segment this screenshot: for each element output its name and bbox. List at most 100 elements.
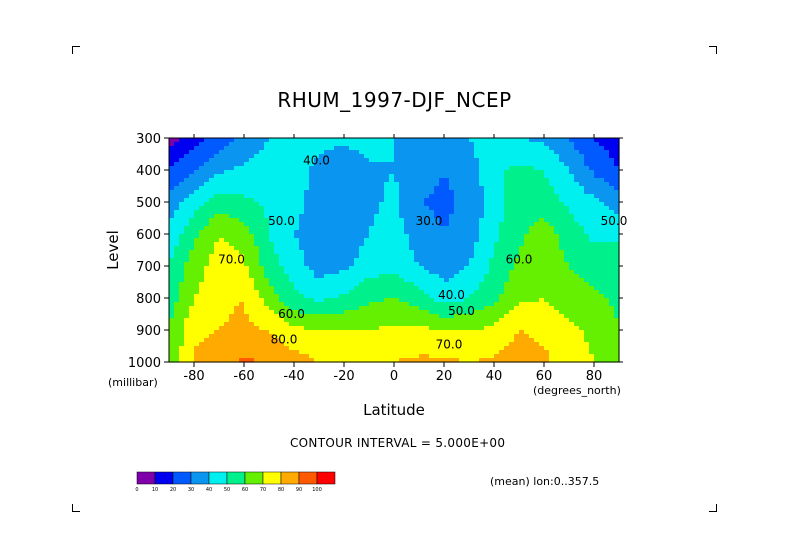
field-cell — [204, 318, 210, 323]
field-cell — [214, 214, 220, 219]
field-cell — [529, 334, 535, 339]
field-cell — [499, 238, 505, 243]
field-cell — [549, 222, 555, 227]
field-cell — [604, 158, 610, 163]
field-cell — [274, 314, 280, 319]
field-cell — [354, 150, 360, 155]
field-cell — [379, 278, 385, 283]
field-cell — [409, 274, 415, 279]
field-cell — [394, 182, 400, 187]
field-cell — [484, 178, 490, 183]
field-cell — [384, 266, 390, 271]
field-cell — [404, 278, 410, 283]
field-cell — [224, 230, 230, 235]
field-cell — [354, 210, 360, 215]
field-cell — [204, 218, 210, 223]
field-cell — [484, 306, 490, 311]
field-cell — [364, 266, 370, 271]
field-cell — [604, 358, 610, 363]
field-cell — [194, 150, 200, 155]
field-cell — [589, 234, 595, 239]
field-cell — [239, 166, 245, 171]
field-cell — [399, 174, 405, 179]
field-cell — [414, 314, 420, 319]
field-cell — [334, 286, 340, 291]
field-cell — [559, 262, 565, 267]
field-cell — [429, 262, 435, 267]
field-cell — [394, 282, 400, 287]
field-cell — [519, 322, 525, 327]
field-cell — [254, 358, 260, 363]
field-cell — [384, 274, 390, 279]
field-cell — [209, 318, 215, 323]
field-cell — [179, 310, 185, 315]
field-cell — [579, 298, 585, 303]
field-cell — [314, 174, 320, 179]
field-cell — [359, 174, 365, 179]
field-cell — [249, 218, 255, 223]
field-cell — [424, 234, 430, 239]
field-cell — [374, 306, 380, 311]
field-cell — [324, 202, 330, 207]
field-cell — [319, 250, 325, 255]
field-cell — [604, 142, 610, 147]
field-cell — [264, 338, 270, 343]
field-cell — [234, 258, 240, 263]
field-cell — [444, 146, 450, 151]
field-cell — [409, 246, 415, 251]
field-cell — [204, 170, 210, 175]
field-cell — [179, 342, 185, 347]
field-cell — [209, 238, 215, 243]
field-cell — [564, 186, 570, 191]
field-cell — [169, 182, 175, 187]
field-cell — [214, 326, 220, 331]
field-cell — [524, 350, 530, 355]
field-cell — [394, 334, 400, 339]
field-cell — [569, 238, 575, 243]
field-cell — [169, 322, 175, 327]
field-cell — [289, 262, 295, 267]
field-cell — [559, 350, 565, 355]
field-cell — [594, 218, 600, 223]
field-cell — [389, 342, 395, 347]
field-cell — [424, 310, 430, 315]
field-cell — [514, 210, 520, 215]
field-cell — [409, 334, 415, 339]
field-cell — [509, 234, 515, 239]
field-cell — [409, 358, 415, 363]
field-cell — [219, 298, 225, 303]
field-cell — [449, 258, 455, 263]
field-cell — [274, 178, 280, 183]
field-cell — [389, 294, 395, 299]
field-cell — [589, 218, 595, 223]
field-cell — [479, 226, 485, 231]
field-cell — [509, 198, 515, 203]
field-cell — [559, 250, 565, 255]
field-cell — [429, 210, 435, 215]
field-cell — [289, 154, 295, 159]
field-cell — [319, 146, 325, 151]
field-cell — [259, 194, 265, 199]
field-cell — [449, 254, 455, 259]
field-cell — [449, 186, 455, 191]
field-cell — [504, 234, 510, 239]
field-cell — [584, 202, 590, 207]
field-cell — [564, 154, 570, 159]
field-cell — [484, 210, 490, 215]
field-cell — [189, 322, 195, 327]
field-cell — [434, 334, 440, 339]
field-cell — [454, 234, 460, 239]
field-cell — [589, 294, 595, 299]
field-cell — [414, 358, 420, 363]
field-cell — [564, 218, 570, 223]
field-cell — [244, 302, 250, 307]
field-cell — [419, 346, 425, 351]
field-cell — [454, 322, 460, 327]
field-cell — [224, 310, 230, 315]
field-cell — [259, 282, 265, 287]
field-cell — [409, 318, 415, 323]
field-cell — [594, 354, 600, 359]
field-cell — [344, 186, 350, 191]
field-cell — [184, 226, 190, 231]
field-cell — [609, 162, 615, 167]
